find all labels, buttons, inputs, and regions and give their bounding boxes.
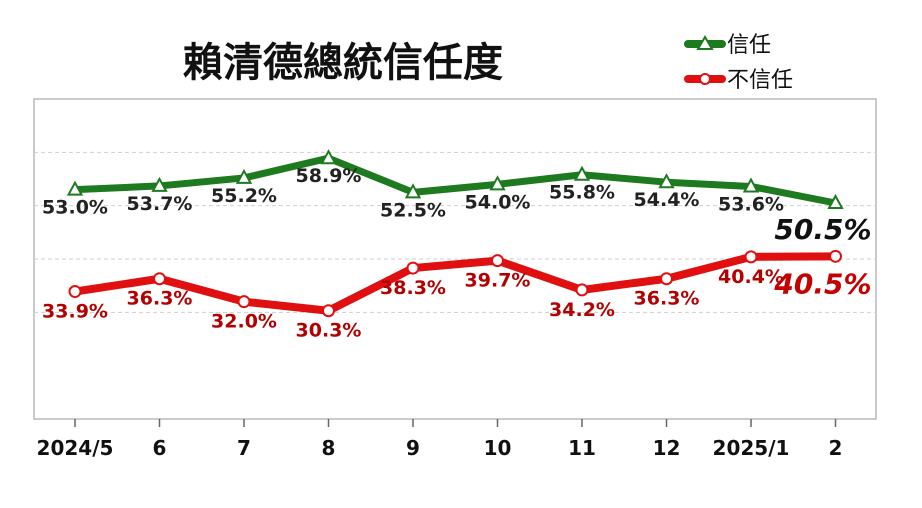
series-point-trust [66,180,84,196]
legend-distrust-label: 不信任 [727,68,793,93]
data-label-distrust: 32.0% [211,311,277,333]
series-point-distrust [237,295,251,309]
series-point-trust [151,176,168,192]
series-point-distrust [68,285,82,299]
data-label-distrust: 40.4% [718,266,784,288]
data-label-trust: 58.9% [296,165,362,187]
data-label-distrust: 36.3% [634,288,700,310]
legend-distrust-circle-icon [699,73,711,85]
series-point-trust [235,168,253,184]
data-labels: 53.0% 53.7% 55.2% 58.9% 52.5% 54.0% 55.8% 54.4%… [42,165,871,342]
series-point-distrust [406,261,420,275]
data-label-distrust: 30.3% [296,320,362,342]
legend: 信任 不信任 [684,33,793,93]
x-tick-label: 12 [653,436,681,460]
data-label-distrust: 40.5% [773,267,871,300]
data-label-distrust: 39.7% [465,270,531,292]
series-point-distrust [491,254,504,268]
data-label-trust: 52.5% [380,199,446,221]
data-label-trust: 54.0% [465,191,531,213]
legend-item-distrust: 不信任 [684,68,793,93]
series-point-distrust [744,250,758,264]
x-axis: 2024/5 6 7 8 9 10 11 12 2025/1 2 [37,419,843,460]
chart-title: 賴清德總統信任度 [183,40,503,86]
x-tick-label: 9 [406,436,420,460]
data-label-trust: 50.5% [774,213,871,246]
data-label-trust: 55.8% [549,182,615,204]
legend-trust-label: 信任 [727,33,771,58]
data-label-distrust: 33.9% [42,301,108,323]
x-tick-label: 10 [484,436,512,460]
series-point-trust [404,183,422,199]
data-label-trust: 53.6% [718,193,784,215]
data-label-trust: 53.0% [42,197,108,219]
legend-item-trust: 信任 [684,33,771,58]
data-label-distrust: 36.3% [127,288,193,310]
x-tick-label: 6 [153,436,167,460]
legend-trust-triangle-icon [696,35,714,50]
series-point-distrust [322,304,335,318]
x-tick-label: 11 [568,436,596,460]
data-label-trust: 53.7% [127,193,193,215]
series-layer [66,149,844,318]
data-label-distrust: 38.3% [380,277,446,299]
data-label-trust: 54.4% [634,189,700,211]
series-point-distrust [575,283,589,297]
series-point-trust [320,149,337,165]
series-point-distrust [660,272,673,286]
series-point-trust [489,175,506,191]
x-tick-label: 2025/1 [713,436,790,460]
series-point-trust [658,173,675,189]
series-point-trust [742,177,760,193]
series-point-trust [573,165,591,181]
x-tick-label: 8 [322,436,336,460]
series-line-trust [71,154,839,207]
series-point-distrust [829,249,842,263]
series-point-trust [827,193,844,209]
data-label-trust: 55.2% [211,185,277,207]
series-point-distrust [153,272,166,286]
x-tick-label: 7 [237,436,251,460]
data-label-distrust: 34.2% [549,299,615,321]
series-line-distrust [71,252,840,315]
x-tick-label: 2 [829,436,843,460]
x-tick-label: 2024/5 [37,436,114,460]
